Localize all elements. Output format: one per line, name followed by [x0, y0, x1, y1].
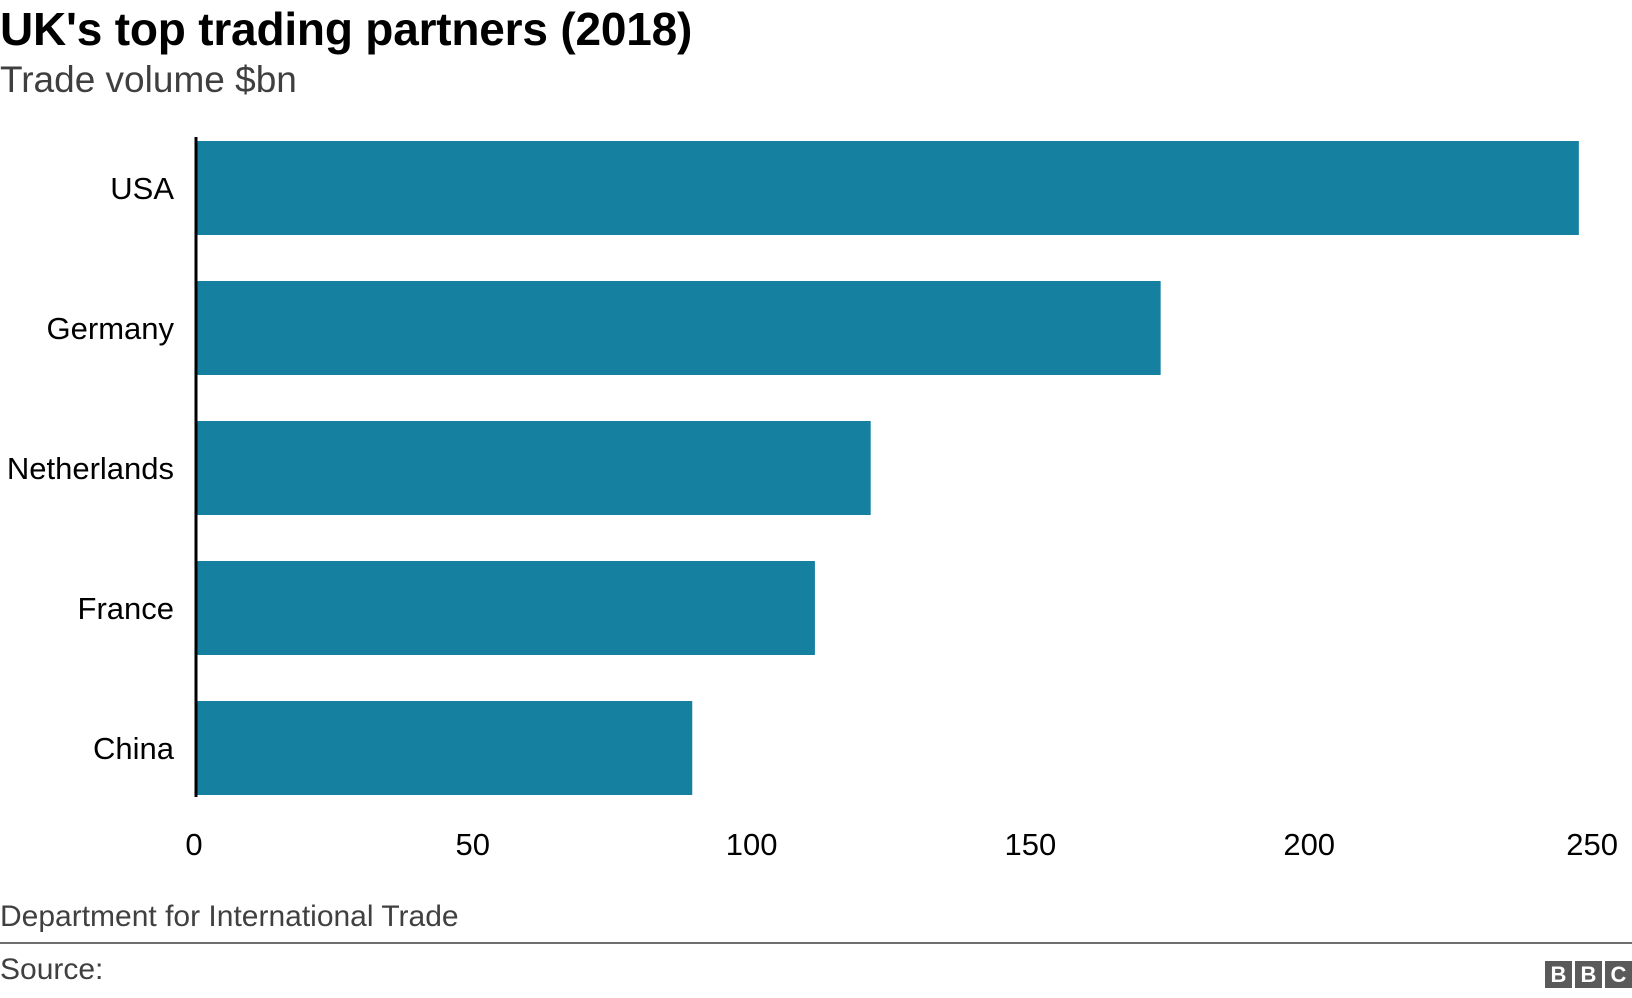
x-tick-label-50: 50: [456, 827, 490, 862]
bbc-logo: B B C: [1545, 961, 1632, 988]
category-label-germany: Germany: [47, 311, 175, 346]
source-label: Source:: [0, 953, 104, 986]
bars-group: [196, 141, 1579, 795]
bbc-logo-letter-b1: B: [1545, 961, 1572, 988]
footer-divider: [0, 942, 1632, 944]
category-label-china: China: [93, 731, 175, 766]
category-label-usa: USA: [110, 171, 174, 206]
chart-title: UK's top trading partners (2018): [0, 3, 693, 55]
category-labels: USA Germany Netherlands France China: [7, 171, 175, 766]
bbc-logo-letter-b2: B: [1575, 961, 1602, 988]
bar-chart: USA Germany Netherlands France China 0 50 100 1…: [7, 137, 1618, 862]
x-tick-label-100: 100: [726, 827, 778, 862]
x-axis-ticks: 0 50 100 150 200 250: [185, 827, 1618, 862]
x-tick-label-200: 200: [1283, 827, 1335, 862]
source-note: Department for International Trade: [0, 900, 459, 933]
x-tick-label-150: 150: [1005, 827, 1057, 862]
bar-netherlands: [196, 421, 871, 515]
chart-subtitle: Trade volume $bn: [0, 59, 297, 100]
category-label-france: France: [78, 591, 174, 626]
bar-usa: [196, 141, 1579, 235]
bar-china: [196, 701, 693, 795]
bar-germany: [196, 281, 1161, 375]
category-label-netherlands: Netherlands: [7, 451, 174, 486]
bar-france: [196, 561, 815, 655]
x-tick-label-0: 0: [185, 827, 202, 862]
x-tick-label-250: 250: [1566, 827, 1618, 862]
bbc-logo-letter-c: C: [1605, 961, 1632, 988]
